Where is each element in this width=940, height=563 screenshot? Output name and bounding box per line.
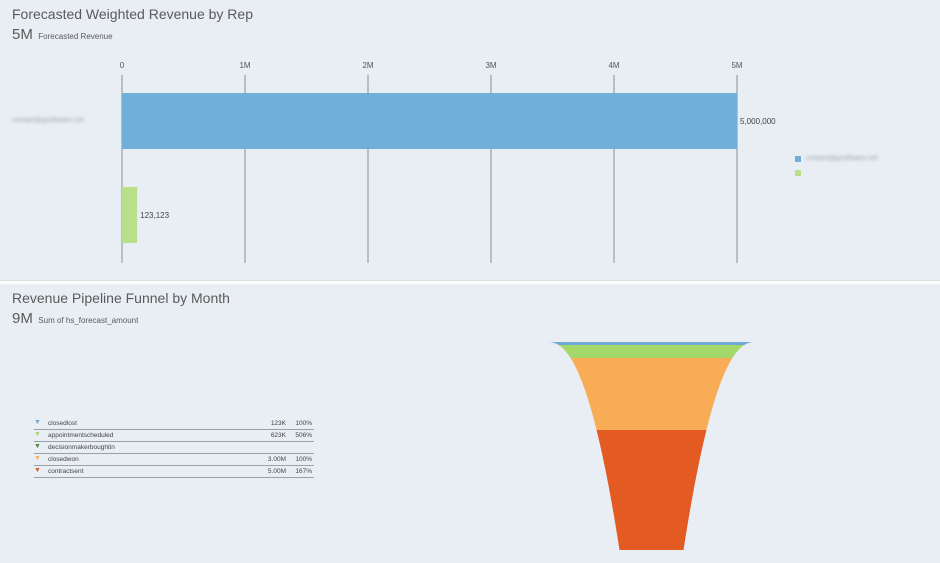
legend-stage-pct: 167% bbox=[295, 468, 312, 475]
kpi: 5M Forecasted Revenue bbox=[12, 26, 113, 44]
legend-stage-name: decisionmakerboughtin bbox=[48, 444, 115, 451]
triangle-down-icon: ▼ bbox=[34, 443, 41, 450]
legend-stage-value: 5.00M bbox=[267, 468, 286, 475]
legend-row-closedwon[interactable]: ▼ closedwon 3.00M 100% bbox=[34, 454, 314, 466]
legend-row-closedlost[interactable]: ▼ closedlost 123K 100% bbox=[34, 418, 314, 430]
bar-2 bbox=[122, 187, 138, 243]
tick-label-2M: 2M bbox=[362, 61, 373, 70]
legend-stage-pct: 100% bbox=[295, 456, 312, 463]
triangle-down-icon: ▼ bbox=[34, 419, 41, 426]
kpi-value: 9M bbox=[12, 310, 33, 327]
legend-row-appointmentscheduled[interactable]: ▼ appointmentscheduled 623K 506% bbox=[34, 430, 314, 442]
panel-title: Revenue Pipeline Funnel by Month bbox=[12, 290, 230, 306]
triangle-down-icon: ▼ bbox=[34, 455, 41, 462]
tick-label-5M: 5M bbox=[731, 61, 742, 70]
legend-row-contractsent[interactable]: ▼ contractsent 5.00M 167% bbox=[34, 466, 314, 478]
tick-label-3M: 3M bbox=[485, 61, 496, 70]
legend-stage-name: contractsent bbox=[48, 468, 84, 475]
funnel-legend: ▼ closedlost 123K 100% ▼ appointmentscheduled… bbox=[34, 418, 314, 478]
rep-label: contact@gsoftware.net bbox=[12, 117, 84, 124]
legend-stage-name: closedwon bbox=[48, 456, 79, 463]
legend-stage-value: 3.00M bbox=[267, 456, 286, 463]
legend-label-rep-1[interactable]: contact@gsoftware.net bbox=[806, 155, 878, 162]
tick-label-4M: 4M bbox=[608, 61, 619, 70]
data-label-2: 123,123 bbox=[140, 211, 169, 220]
legend-stage-value: 123K bbox=[270, 420, 286, 427]
panel-title: Forecasted Weighted Revenue by Rep bbox=[12, 6, 253, 22]
triangle-down-icon: ▼ bbox=[34, 431, 41, 438]
kpi-label: Forecasted Revenue bbox=[38, 32, 113, 41]
legend-swatch-rep-2[interactable] bbox=[795, 170, 801, 176]
legend-stage-name: closedlost bbox=[48, 420, 77, 427]
triangle-down-icon: ▼ bbox=[34, 467, 41, 474]
revenue-by-rep-panel: Forecasted Weighted Revenue by Rep 5M Fo… bbox=[0, 0, 940, 281]
legend-swatch-rep-1[interactable] bbox=[795, 156, 801, 162]
pipeline-funnel-panel: Revenue Pipeline Funnel by Month 9M Sum … bbox=[0, 284, 940, 563]
legend-stage-value: 623K bbox=[270, 432, 286, 439]
kpi-label: Sum of hs_forecast_amount bbox=[38, 316, 139, 325]
data-label-1: 5,000,000 bbox=[740, 117, 776, 126]
tick-label-1M: 1M bbox=[239, 61, 250, 70]
legend-stage-name: appointmentscheduled bbox=[48, 432, 114, 439]
legend-stage-pct: 100% bbox=[295, 420, 312, 427]
kpi: 9M Sum of hs_forecast_amount bbox=[12, 310, 138, 328]
tick-label-0: 0 bbox=[120, 61, 125, 70]
legend-stage-pct: 506% bbox=[295, 432, 312, 439]
bar-chart: 0 1M 2M 3M 4M 5M 5,000,000 123,123 bbox=[120, 61, 776, 263]
bar-1 bbox=[122, 93, 737, 149]
kpi-value: 5M bbox=[12, 26, 33, 43]
legend-row-decisionmakerboughtin[interactable]: ▼ decisionmakerboughtin bbox=[34, 442, 314, 454]
